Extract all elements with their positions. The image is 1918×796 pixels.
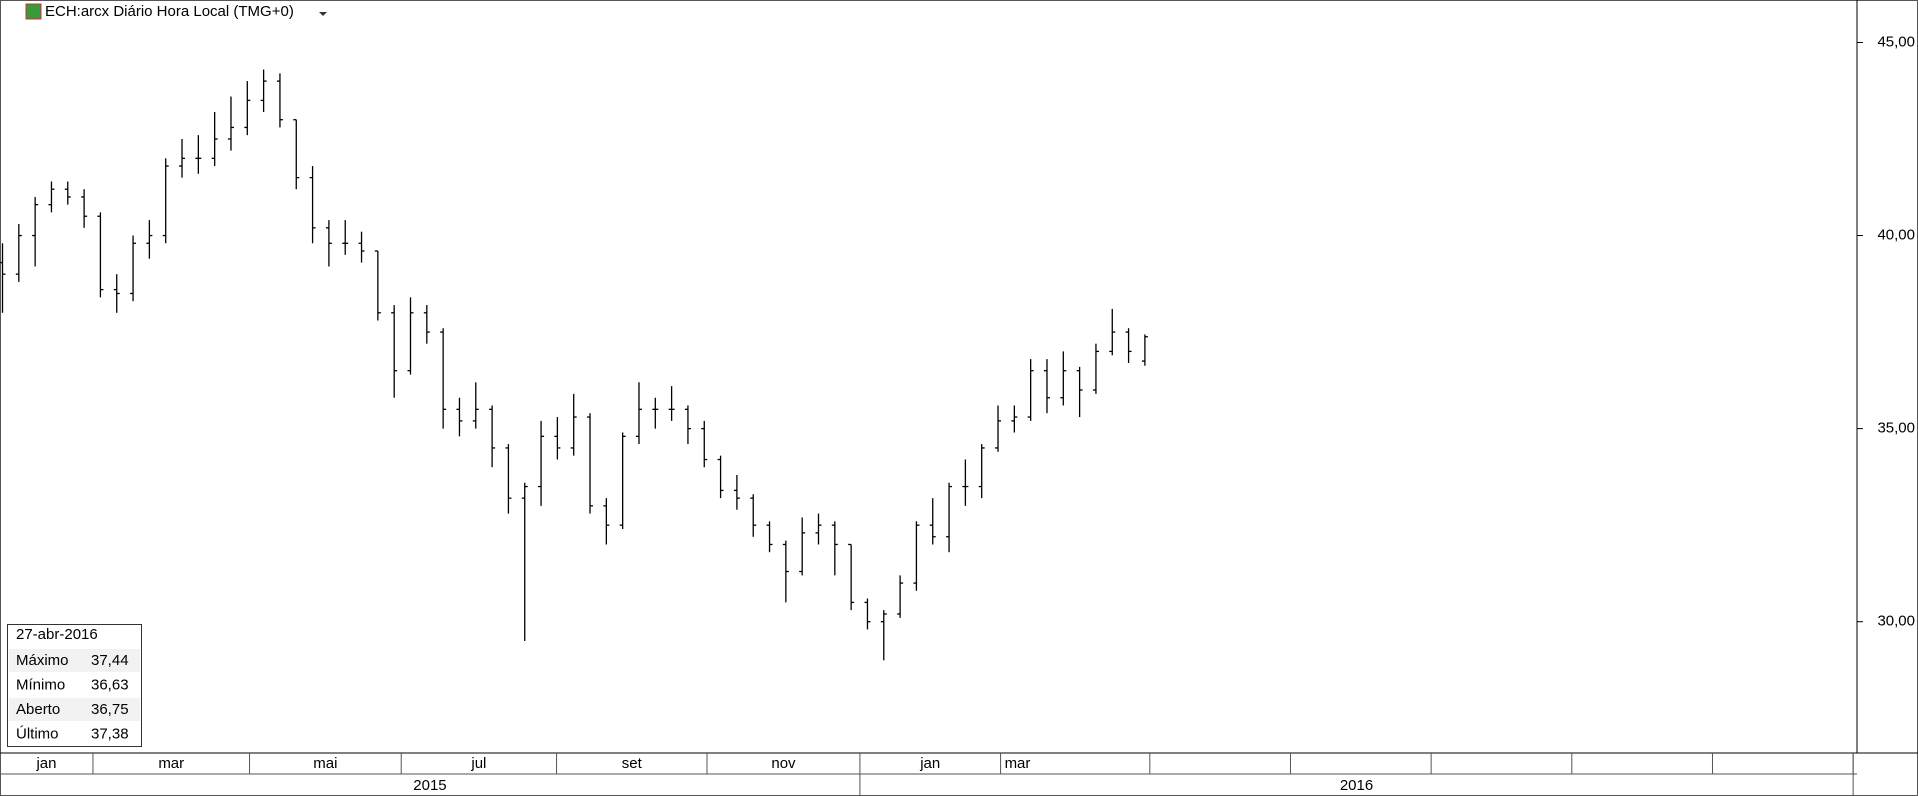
info-label: Mínimo [16, 676, 65, 693]
month-label: nov [771, 755, 796, 772]
info-row-bg [9, 698, 140, 721]
month-label: mar [1005, 755, 1031, 772]
info-value: 37,44 [91, 652, 129, 669]
dropdown-arrow[interactable] [319, 12, 327, 16]
info-box: 27-abr-2016 Máximo 37,44 Mínimo 36,63 Aberto… [7, 624, 142, 747]
info-label: Último [16, 725, 59, 742]
month-label: jan [919, 755, 940, 772]
month-label: mai [313, 755, 337, 772]
info-value: 36,75 [91, 701, 129, 718]
y-tick-label: 30,00 [1877, 613, 1915, 630]
info-row-bg [9, 722, 140, 746]
month-label: set [622, 755, 643, 772]
month-label: mar [158, 755, 184, 772]
month-label: jul [470, 755, 486, 772]
y-tick-label: 35,00 [1877, 420, 1915, 437]
info-value: 36,63 [91, 676, 129, 693]
month-label: jan [35, 755, 56, 772]
year-label: 2016 [1340, 777, 1373, 794]
info-date: 27-abr-2016 [16, 626, 98, 643]
year-label: 2015 [413, 777, 446, 794]
info-label: Aberto [16, 701, 60, 718]
info-row-bg [9, 673, 140, 697]
info-value: 37,38 [91, 725, 129, 742]
y-tick-label: 40,00 [1877, 227, 1915, 244]
symbol-icon [25, 3, 42, 20]
info-label: Máximo [16, 652, 69, 669]
chart-title: ECH:arcx Diário Hora Local (TMG+0) [45, 3, 294, 20]
info-row-bg [9, 649, 140, 672]
y-tick-label: 45,00 [1877, 33, 1915, 50]
